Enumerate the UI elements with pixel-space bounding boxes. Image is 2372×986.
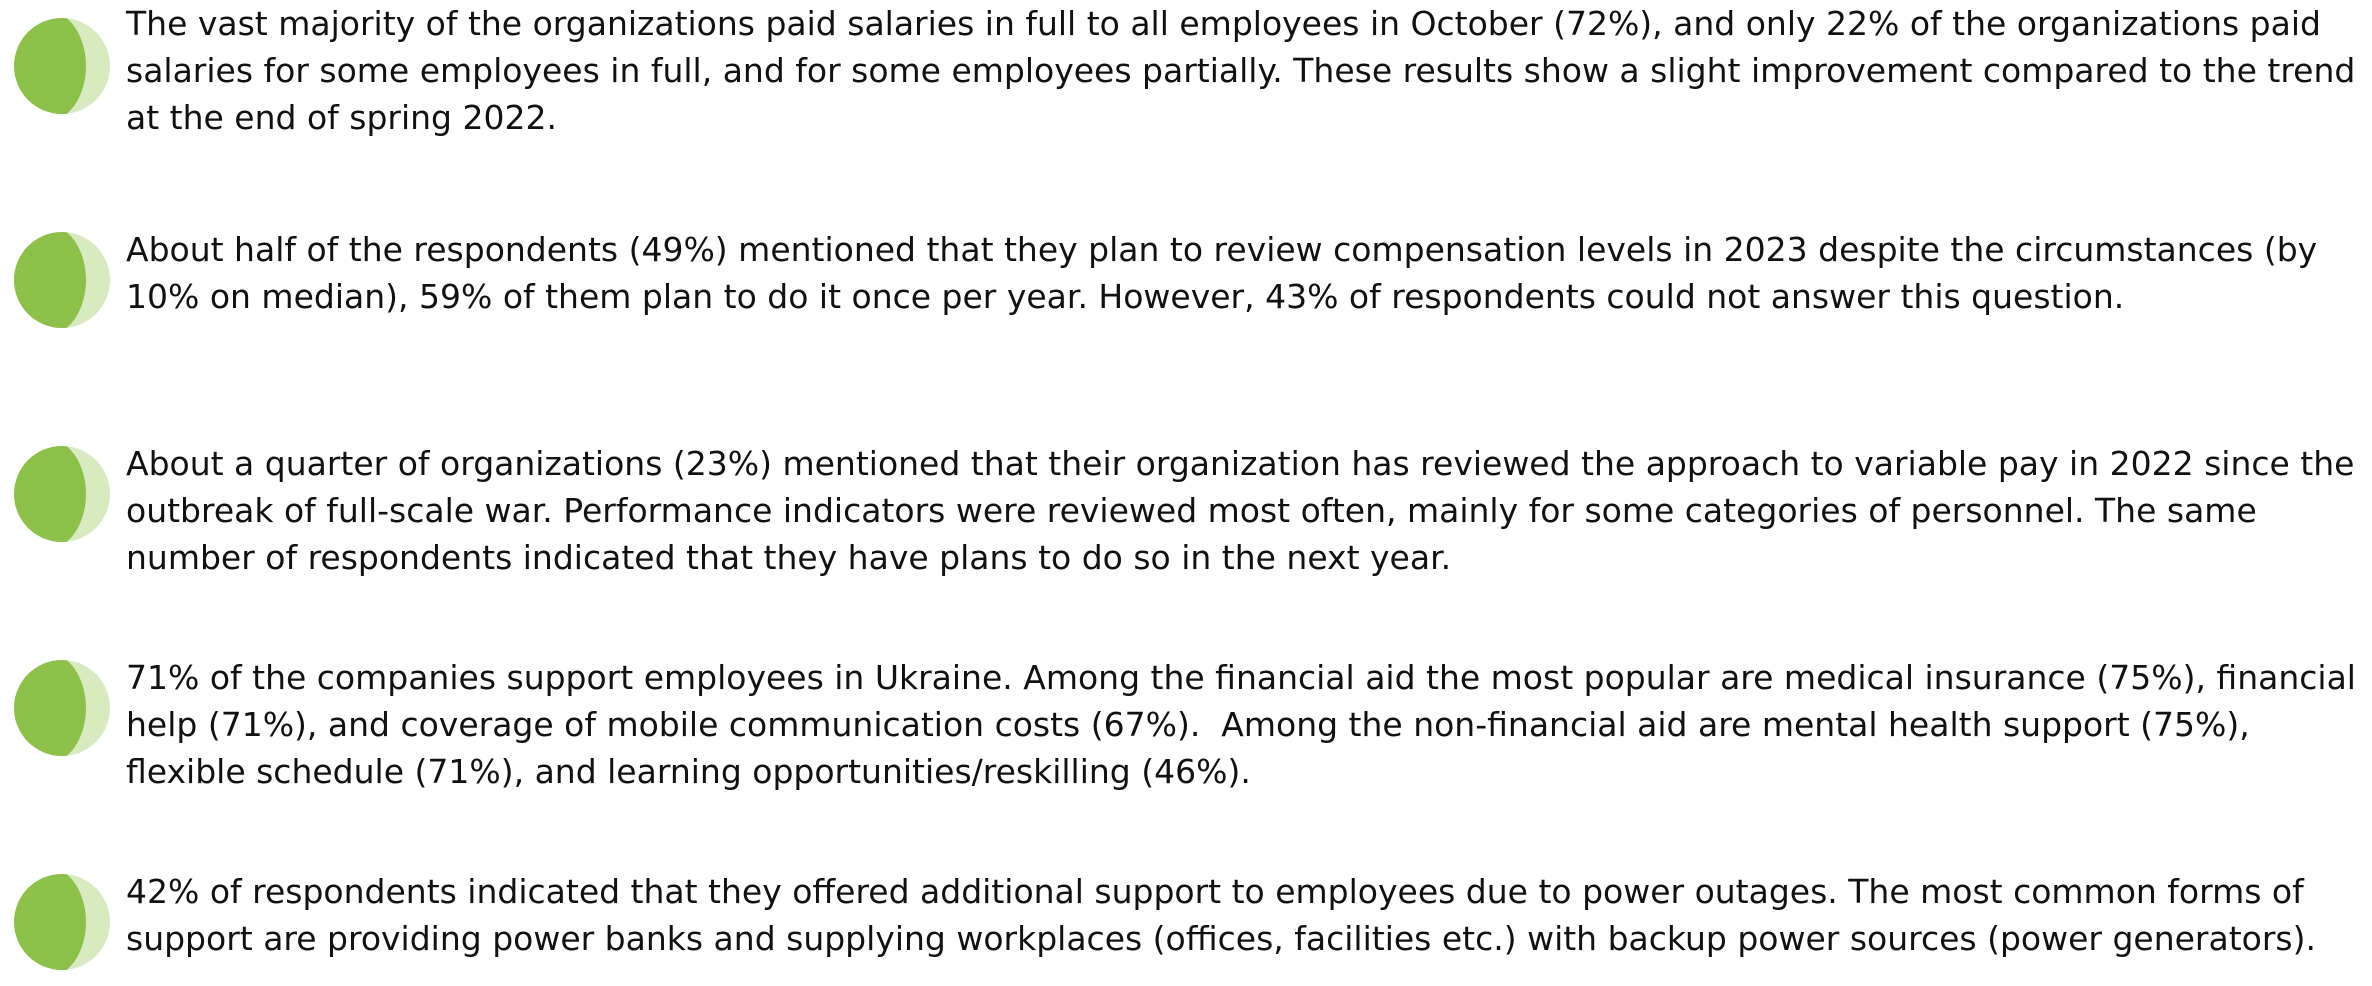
- bullet-text: The vast majority of the organizations p…: [126, 4, 2366, 137]
- bullet-icon: [14, 874, 110, 970]
- bullet-icon: [14, 232, 110, 328]
- bullet-icon: [14, 446, 110, 542]
- bullet-icon: [14, 18, 110, 114]
- bullet-icon: [14, 660, 110, 756]
- bullet-text: About half of the respondents (49%) ment…: [126, 230, 2328, 316]
- bullet-text: About a quarter of organizations (23%) m…: [126, 444, 2365, 577]
- bullet-text: 71% of the companies support employees i…: [126, 658, 2367, 791]
- bullet-text: 42% of respondents indicated that they o…: [126, 872, 2316, 958]
